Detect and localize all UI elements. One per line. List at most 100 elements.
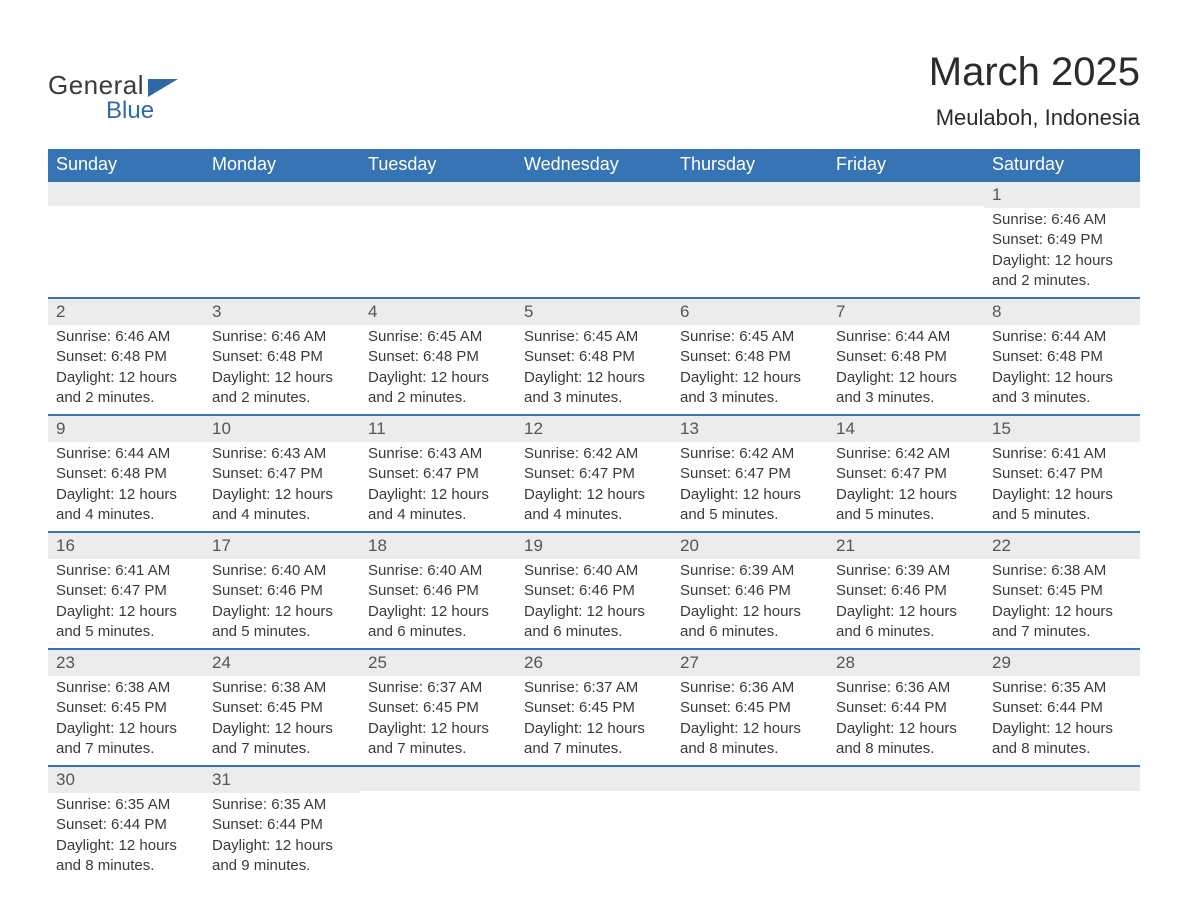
- day-details: [984, 791, 1140, 863]
- sunset-text: Sunset: 6:48 PM: [212, 347, 352, 367]
- calendar-day-cell: 19Sunrise: 6:40 AMSunset: 6:46 PMDayligh…: [516, 532, 672, 649]
- calendar-day-cell: [828, 181, 984, 298]
- daylight-text: Daylight: 12 hours and 6 minutes.: [836, 602, 976, 643]
- weekday-thursday: Thursday: [672, 149, 828, 181]
- sunrise-text: Sunrise: 6:35 AM: [212, 795, 352, 815]
- day-number: 24: [204, 650, 360, 676]
- calendar-day-cell: [984, 766, 1140, 882]
- sunrise-text: Sunrise: 6:41 AM: [992, 444, 1132, 464]
- sunrise-text: Sunrise: 6:39 AM: [836, 561, 976, 581]
- day-number: 10: [204, 416, 360, 442]
- day-details: Sunrise: 6:39 AMSunset: 6:46 PMDaylight:…: [828, 559, 984, 648]
- day-details: Sunrise: 6:35 AMSunset: 6:44 PMDaylight:…: [984, 676, 1140, 765]
- day-details: [360, 791, 516, 863]
- daylight-text: Daylight: 12 hours and 8 minutes.: [992, 719, 1132, 760]
- sunrise-text: Sunrise: 6:44 AM: [56, 444, 196, 464]
- daylight-text: Daylight: 12 hours and 8 minutes.: [680, 719, 820, 760]
- sunset-text: Sunset: 6:48 PM: [368, 347, 508, 367]
- day-details: Sunrise: 6:42 AMSunset: 6:47 PMDaylight:…: [516, 442, 672, 531]
- calendar-day-cell: [48, 181, 204, 298]
- daylight-text: Daylight: 12 hours and 2 minutes.: [56, 368, 196, 409]
- day-details: Sunrise: 6:41 AMSunset: 6:47 PMDaylight:…: [984, 442, 1140, 531]
- day-number: 1: [984, 182, 1140, 208]
- day-number: 18: [360, 533, 516, 559]
- calendar-day-cell: 25Sunrise: 6:37 AMSunset: 6:45 PMDayligh…: [360, 649, 516, 766]
- day-number: 5: [516, 299, 672, 325]
- calendar-day-cell: [828, 766, 984, 882]
- sunrise-text: Sunrise: 6:46 AM: [992, 210, 1132, 230]
- calendar-day-cell: [516, 766, 672, 882]
- day-number: 30: [48, 767, 204, 793]
- sunset-text: Sunset: 6:47 PM: [680, 464, 820, 484]
- sunrise-text: Sunrise: 6:37 AM: [368, 678, 508, 698]
- calendar-table: Sunday Monday Tuesday Wednesday Thursday…: [48, 149, 1140, 882]
- sunrise-text: Sunrise: 6:46 AM: [56, 327, 196, 347]
- daylight-text: Daylight: 12 hours and 5 minutes.: [836, 485, 976, 526]
- daylight-text: Daylight: 12 hours and 3 minutes.: [524, 368, 664, 409]
- day-details: Sunrise: 6:38 AMSunset: 6:45 PMDaylight:…: [984, 559, 1140, 648]
- daylight-text: Daylight: 12 hours and 4 minutes.: [368, 485, 508, 526]
- calendar-day-cell: 13Sunrise: 6:42 AMSunset: 6:47 PMDayligh…: [672, 415, 828, 532]
- daylight-text: Daylight: 12 hours and 3 minutes.: [680, 368, 820, 409]
- calendar-day-cell: 4Sunrise: 6:45 AMSunset: 6:48 PMDaylight…: [360, 298, 516, 415]
- sunset-text: Sunset: 6:47 PM: [368, 464, 508, 484]
- sunset-text: Sunset: 6:44 PM: [836, 698, 976, 718]
- day-details: Sunrise: 6:44 AMSunset: 6:48 PMDaylight:…: [984, 325, 1140, 414]
- daylight-text: Daylight: 12 hours and 2 minutes.: [368, 368, 508, 409]
- logo-word-blue: Blue: [106, 97, 178, 125]
- day-details: Sunrise: 6:40 AMSunset: 6:46 PMDaylight:…: [516, 559, 672, 648]
- day-number: 29: [984, 650, 1140, 676]
- sunrise-text: Sunrise: 6:45 AM: [680, 327, 820, 347]
- day-details: Sunrise: 6:36 AMSunset: 6:45 PMDaylight:…: [672, 676, 828, 765]
- sunrise-text: Sunrise: 6:40 AM: [212, 561, 352, 581]
- day-number: 2: [48, 299, 204, 325]
- day-number: 9: [48, 416, 204, 442]
- daylight-text: Daylight: 12 hours and 4 minutes.: [56, 485, 196, 526]
- day-details: Sunrise: 6:43 AMSunset: 6:47 PMDaylight:…: [360, 442, 516, 531]
- day-number: 11: [360, 416, 516, 442]
- calendar-day-cell: 12Sunrise: 6:42 AMSunset: 6:47 PMDayligh…: [516, 415, 672, 532]
- daylight-text: Daylight: 12 hours and 9 minutes.: [212, 836, 352, 877]
- day-details: Sunrise: 6:46 AMSunset: 6:49 PMDaylight:…: [984, 208, 1140, 297]
- daylight-text: Daylight: 12 hours and 5 minutes.: [992, 485, 1132, 526]
- daylight-text: Daylight: 12 hours and 2 minutes.: [992, 251, 1132, 292]
- calendar-day-cell: 11Sunrise: 6:43 AMSunset: 6:47 PMDayligh…: [360, 415, 516, 532]
- day-details: Sunrise: 6:38 AMSunset: 6:45 PMDaylight:…: [48, 676, 204, 765]
- daylight-text: Daylight: 12 hours and 7 minutes.: [368, 719, 508, 760]
- sunset-text: Sunset: 6:45 PM: [992, 581, 1132, 601]
- day-number: 23: [48, 650, 204, 676]
- sunset-text: Sunset: 6:46 PM: [524, 581, 664, 601]
- sunrise-text: Sunrise: 6:42 AM: [524, 444, 664, 464]
- calendar-day-cell: 21Sunrise: 6:39 AMSunset: 6:46 PMDayligh…: [828, 532, 984, 649]
- day-number: [516, 182, 672, 206]
- daylight-text: Daylight: 12 hours and 4 minutes.: [212, 485, 352, 526]
- sunrise-text: Sunrise: 6:41 AM: [56, 561, 196, 581]
- daylight-text: Daylight: 12 hours and 5 minutes.: [212, 602, 352, 643]
- calendar-week-row: 30Sunrise: 6:35 AMSunset: 6:44 PMDayligh…: [48, 766, 1140, 882]
- daylight-text: Daylight: 12 hours and 8 minutes.: [836, 719, 976, 760]
- sunrise-text: Sunrise: 6:36 AM: [680, 678, 820, 698]
- sunset-text: Sunset: 6:45 PM: [524, 698, 664, 718]
- sunset-text: Sunset: 6:44 PM: [56, 815, 196, 835]
- sunset-text: Sunset: 6:47 PM: [524, 464, 664, 484]
- sunrise-text: Sunrise: 6:45 AM: [368, 327, 508, 347]
- day-details: Sunrise: 6:45 AMSunset: 6:48 PMDaylight:…: [360, 325, 516, 414]
- day-details: Sunrise: 6:40 AMSunset: 6:46 PMDaylight:…: [360, 559, 516, 648]
- sunrise-text: Sunrise: 6:39 AM: [680, 561, 820, 581]
- page-title: March 2025: [929, 50, 1140, 95]
- sunset-text: Sunset: 6:46 PM: [368, 581, 508, 601]
- sunrise-text: Sunrise: 6:45 AM: [524, 327, 664, 347]
- day-number: 25: [360, 650, 516, 676]
- daylight-text: Daylight: 12 hours and 5 minutes.: [680, 485, 820, 526]
- day-details: Sunrise: 6:45 AMSunset: 6:48 PMDaylight:…: [516, 325, 672, 414]
- sunset-text: Sunset: 6:49 PM: [992, 230, 1132, 250]
- sunrise-text: Sunrise: 6:37 AM: [524, 678, 664, 698]
- daylight-text: Daylight: 12 hours and 7 minutes.: [992, 602, 1132, 643]
- day-number: 7: [828, 299, 984, 325]
- day-details: Sunrise: 6:35 AMSunset: 6:44 PMDaylight:…: [48, 793, 204, 882]
- day-number: 15: [984, 416, 1140, 442]
- day-details: [516, 791, 672, 863]
- calendar-day-cell: 30Sunrise: 6:35 AMSunset: 6:44 PMDayligh…: [48, 766, 204, 882]
- sunrise-text: Sunrise: 6:35 AM: [56, 795, 196, 815]
- sunset-text: Sunset: 6:47 PM: [836, 464, 976, 484]
